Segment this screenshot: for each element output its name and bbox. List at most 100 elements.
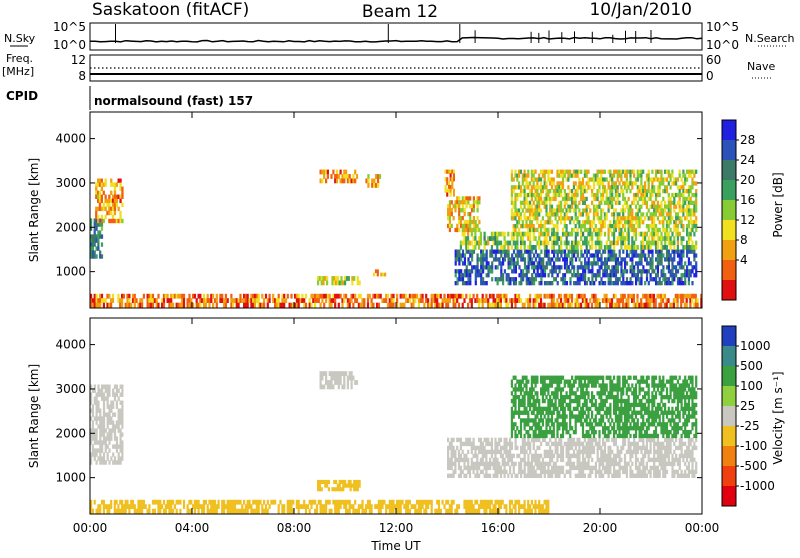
velocity-region-4-cell: [582, 383, 584, 387]
power-region-11-cell: [305, 294, 307, 299]
power-region-7-cell: [619, 250, 621, 254]
power-region-7-cell: [497, 277, 499, 281]
power-region-7-cell: [548, 250, 550, 254]
power-region-10-cell: [695, 201, 697, 205]
power-region-11-cell: [662, 294, 664, 299]
velocity-region-3-cell: [650, 446, 652, 450]
power-region-10-cell: [691, 201, 693, 205]
cpid-panel: CPID normalsound (fast) 157: [6, 86, 253, 110]
power-region-8-cell: [677, 241, 679, 246]
power-region-7-cell: [599, 250, 601, 254]
power-region-11-cell: [442, 298, 444, 303]
power-region-11-cell: [493, 294, 495, 299]
power-region-7-cell: [675, 269, 677, 273]
velocity-region-3-cell: [609, 450, 611, 454]
velocity-region-4-cell: [575, 430, 577, 434]
velocity-region-0-cell: [121, 416, 123, 420]
power-region-7-cell: [600, 277, 602, 281]
power-region-10-cell: [549, 189, 551, 193]
power-region-8-cell: [580, 232, 582, 237]
power-region-9-cell: [456, 228, 458, 232]
power-region-7-cell: [597, 261, 599, 265]
velocity-region-4-cell: [524, 395, 526, 399]
power-region-9-cell: [462, 216, 464, 220]
power-region-3-cell: [367, 174, 369, 179]
power-region-10-cell: [545, 212, 547, 216]
power-region-8-cell: [613, 245, 615, 250]
power-region-8-cell: [591, 232, 593, 237]
velocity-region-1-cell: [338, 385, 340, 390]
power-region-10-cell: [686, 228, 688, 232]
power-region-7-cell: [661, 261, 663, 265]
power-region-7-cell: [542, 261, 544, 265]
velocity-region-1-cell: [352, 376, 354, 381]
power-region-10-cell: [582, 189, 584, 193]
power-region-10-cell: [677, 224, 679, 228]
velocity-region-3-cell: [535, 470, 537, 474]
power-region-1-cell: [119, 211, 121, 215]
power-region-7-cell: [506, 253, 508, 257]
power-region-2-cell: [330, 174, 332, 179]
power-region-11-cell: [99, 303, 101, 308]
power-region-10-cell: [659, 193, 661, 197]
velocity-region-3-cell: [666, 470, 668, 474]
power-region-10-cell: [575, 193, 577, 197]
power-region-2-cell: [321, 179, 323, 184]
power-region-7-cell: [580, 261, 582, 265]
velocity-region-3-cell: [480, 470, 482, 474]
power-region-11-cell: [363, 298, 365, 303]
power-region-8-cell: [648, 245, 650, 250]
power-region-11-cell: [449, 298, 451, 303]
velocity-region-3-cell: [560, 442, 562, 446]
velocity-region-0-cell: [107, 444, 109, 448]
velocity-region-4-cell: [520, 426, 522, 430]
velocity-region-0-cell: [96, 448, 98, 452]
velocity-region-0-cell: [112, 452, 114, 456]
power-region-11-cell: [680, 303, 682, 308]
velocity-region-4-cell: [553, 411, 555, 415]
velocity-region-0-cell: [96, 452, 98, 456]
power-region-7-cell: [568, 253, 570, 257]
power-region-11-cell: [595, 303, 597, 308]
power-region-10-cell: [536, 181, 538, 185]
power-region-7-cell: [482, 269, 484, 273]
power-region-7-cell: [544, 273, 546, 277]
power-region-8-cell: [507, 232, 509, 237]
power-region-7-cell: [682, 265, 684, 269]
velocity-region-3-cell: [560, 438, 562, 442]
velocity-region-3-cell: [624, 462, 626, 466]
power-region-11-cell: [671, 303, 673, 308]
power-region-10-cell: [646, 212, 648, 216]
power-region-6-cell: [448, 181, 450, 185]
velocity-region-4-cell: [586, 418, 588, 422]
velocity-region-3-cell: [498, 442, 500, 446]
power-region-2-cell: [336, 170, 338, 175]
velocity-region-4-cell: [538, 418, 540, 422]
velocity-region-4-cell: [518, 411, 520, 415]
velocity-region-1-cell: [323, 371, 325, 376]
power-region-7-cell: [509, 265, 511, 269]
power-region-10-cell: [511, 174, 513, 178]
power-region-10-cell: [611, 201, 613, 205]
power-region-10-cell: [606, 197, 608, 201]
velocity-region-3-cell: [588, 462, 590, 466]
power-region-10-cell: [671, 193, 673, 197]
power-ytick-label: 4000: [55, 132, 86, 146]
velocity-region-4-cell: [533, 399, 535, 403]
velocity-region-3-cell: [509, 470, 511, 474]
velocity-region-4-cell: [560, 414, 562, 418]
power-region-2-cell: [336, 179, 338, 184]
power-region-10-cell: [520, 185, 522, 189]
power-region-8-cell: [662, 236, 664, 241]
velocity-region-4-cell: [533, 387, 535, 391]
power-region-11-cell: [458, 303, 460, 308]
velocity-region-3-cell: [549, 450, 551, 454]
velocity-region-3-cell: [662, 462, 664, 466]
power-region-10-cell: [662, 212, 664, 216]
power-region-10-cell: [584, 201, 586, 205]
power-region-10-cell: [538, 224, 540, 228]
power-region-7-cell: [693, 250, 695, 254]
power-region-7-cell: [661, 250, 663, 254]
power-region-11-cell: [527, 298, 529, 303]
velocity-region-3-cell: [542, 458, 544, 462]
